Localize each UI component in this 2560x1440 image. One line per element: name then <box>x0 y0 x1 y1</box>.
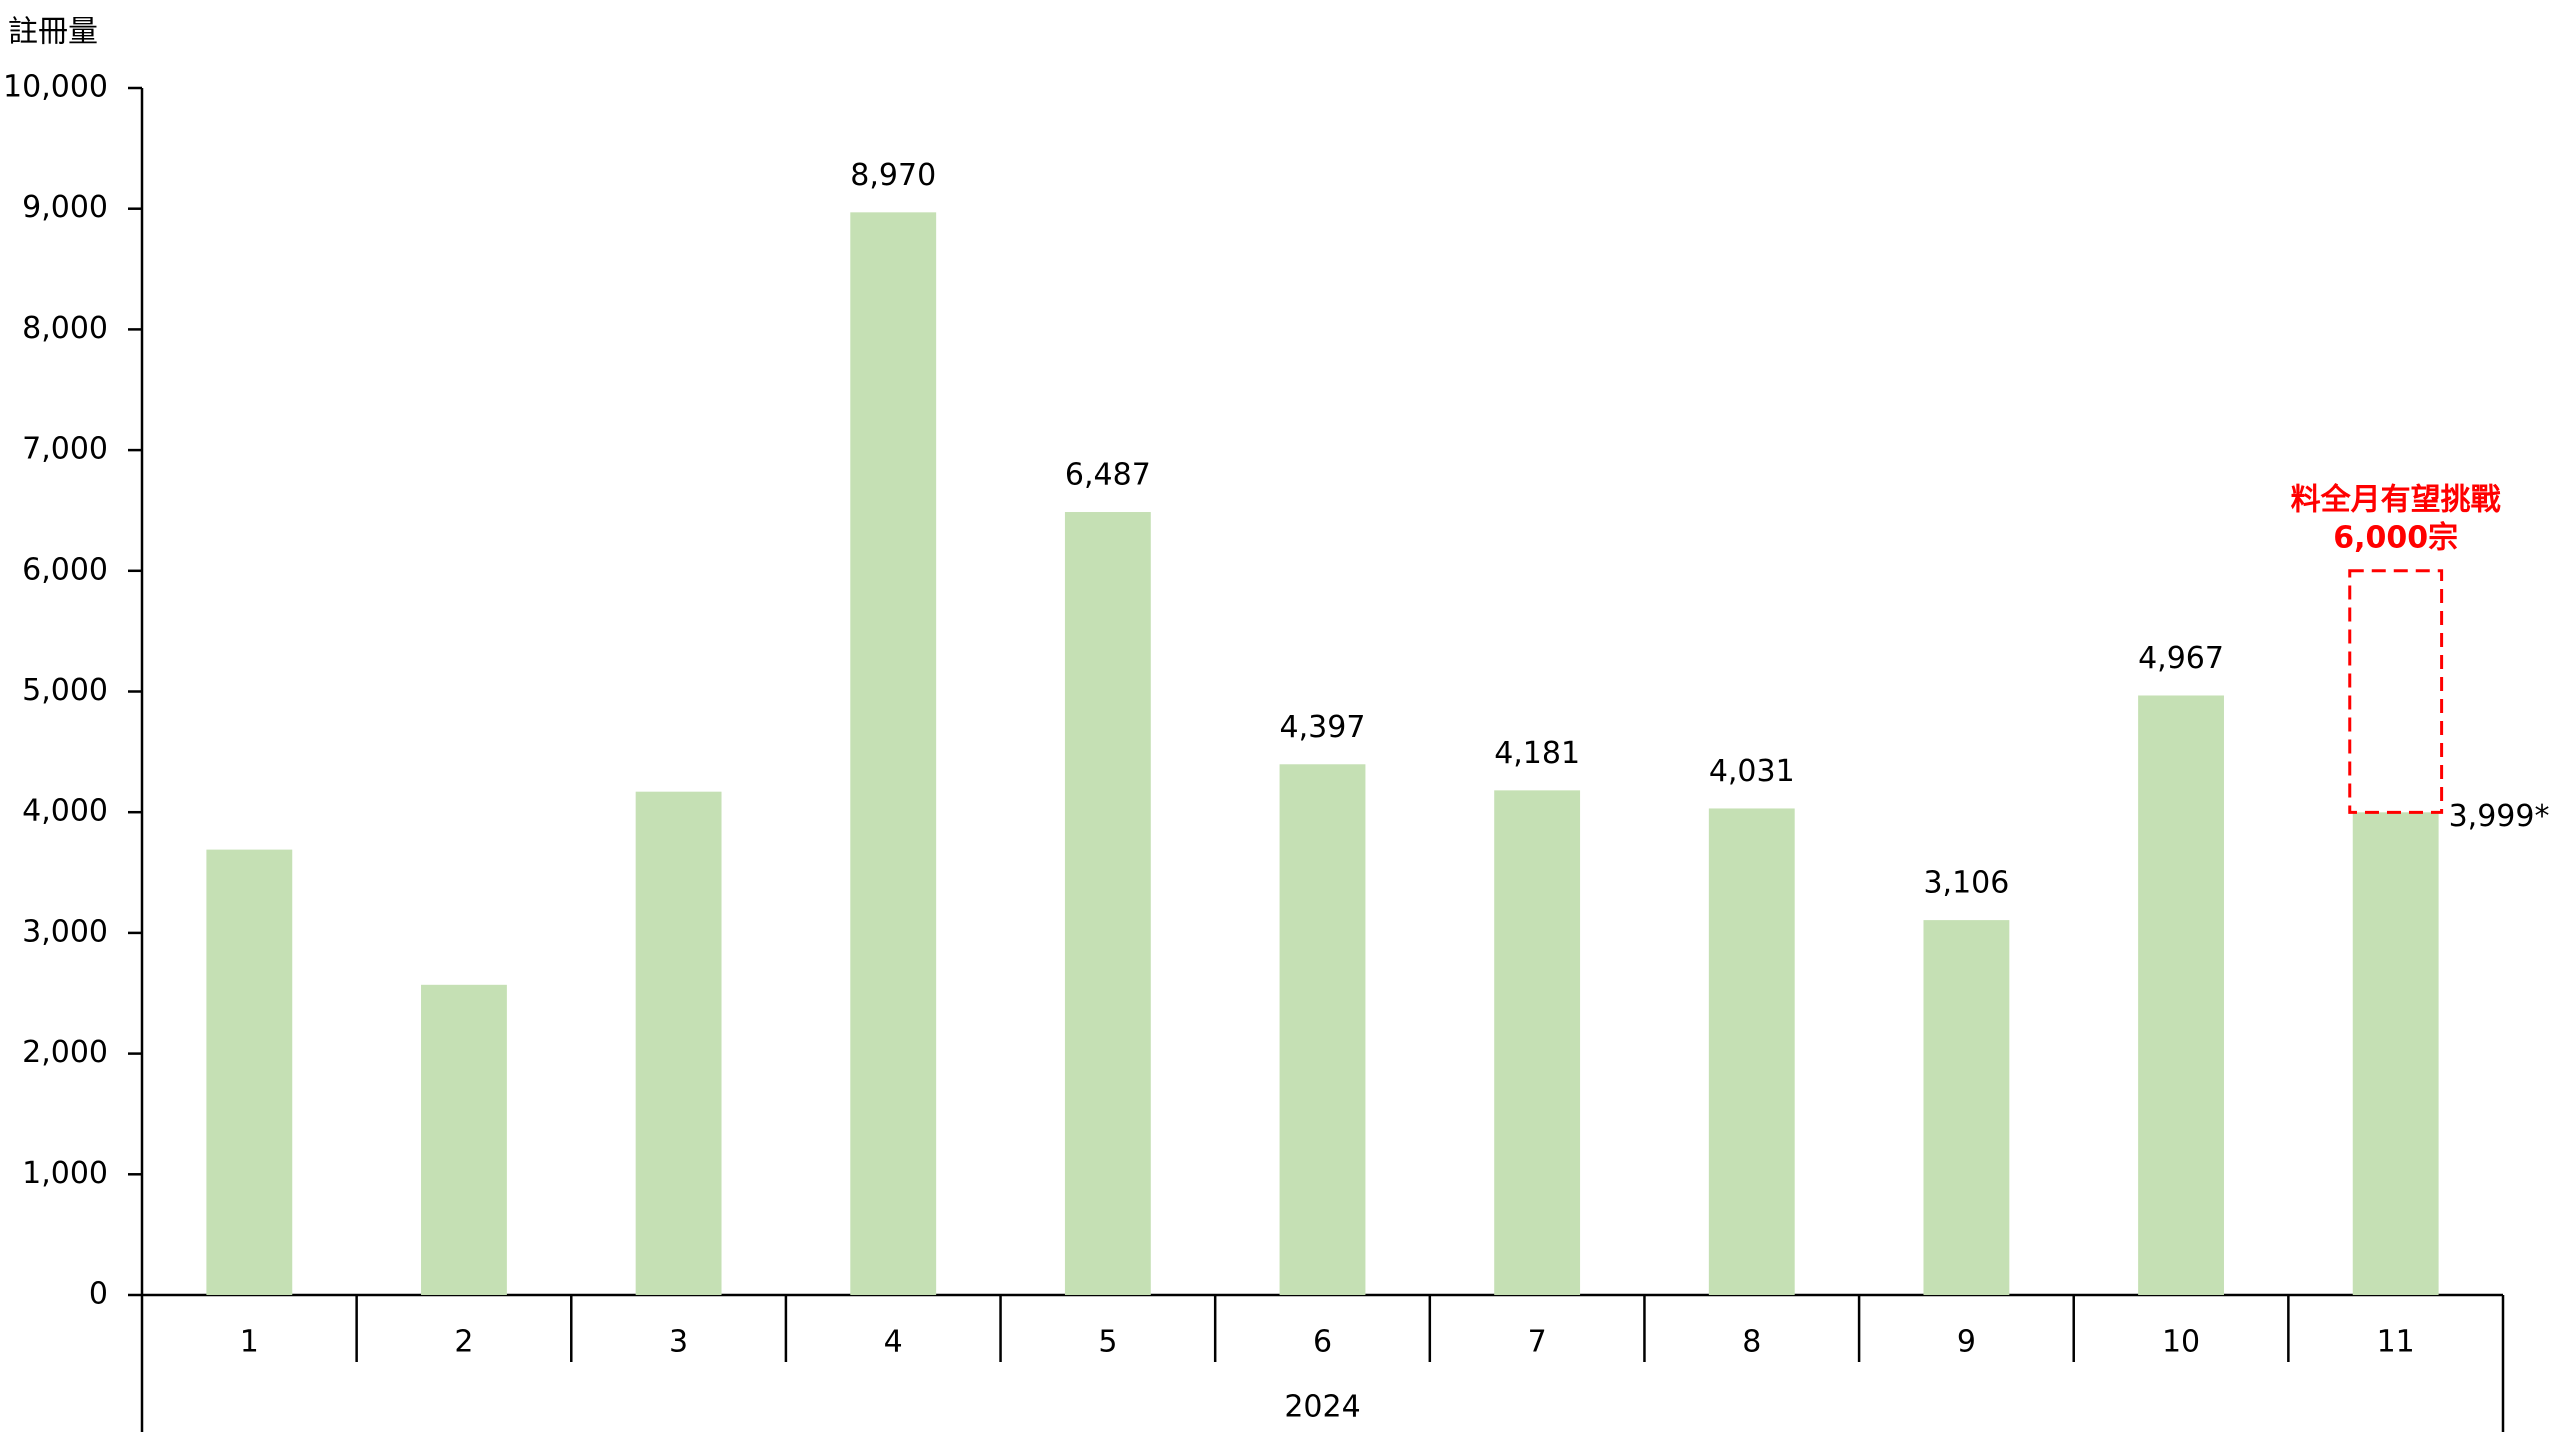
value-label: 6,487 <box>1065 458 1151 493</box>
y-tick-label: 6,000 <box>22 552 108 587</box>
y-tick-label: 9,000 <box>22 190 108 225</box>
bar <box>206 849 293 1295</box>
x-tick-label: 9 <box>1957 1325 1976 1360</box>
y-tick-label: 8,000 <box>22 311 108 346</box>
value-label: 3,106 <box>1923 866 2009 901</box>
y-tick-label: 5,000 <box>22 673 108 708</box>
target-box <box>2348 569 2444 814</box>
x-tick-label: 10 <box>2162 1325 2200 1360</box>
y-tick-label: 0 <box>89 1277 108 1312</box>
y-tick-label: 3,000 <box>22 914 108 949</box>
value-label: 4,967 <box>2138 641 2224 676</box>
bar <box>2352 812 2439 1295</box>
bar <box>421 984 507 1295</box>
x-tick-label: 8 <box>1742 1325 1761 1360</box>
value-label: 3,999* <box>2449 799 2550 834</box>
value-label: 4,397 <box>1280 710 1366 745</box>
bar <box>1494 790 1581 1295</box>
x-tick-label: 1 <box>240 1325 259 1360</box>
value-label: 4,031 <box>1709 754 1795 789</box>
bar <box>1279 764 1366 1295</box>
x-tick-label: 2 <box>454 1325 473 1360</box>
y-tick-label: 4,000 <box>22 794 108 829</box>
bar <box>2138 695 2224 1295</box>
y-tick-label: 2,000 <box>22 1035 108 1070</box>
annotation-text: 6,000宗 <box>2333 520 2458 555</box>
bar <box>1064 512 1151 1295</box>
x-tick-label: 4 <box>884 1325 903 1360</box>
value-label: 4,181 <box>1494 736 1580 771</box>
y-tick-label: 10,000 <box>3 70 108 105</box>
x-tick-label: 6 <box>1313 1325 1332 1360</box>
bar <box>850 212 937 1295</box>
y-tick-label: 7,000 <box>22 432 108 467</box>
bar <box>1708 808 1795 1295</box>
y-tick-label: 1,000 <box>22 1156 108 1191</box>
annotation-text: 料全月有望挑戰 <box>2291 482 2501 517</box>
bar <box>635 791 722 1295</box>
x-tick-label: 11 <box>2377 1325 2415 1360</box>
y-axis-title: 註冊量 <box>8 15 98 50</box>
bar <box>1923 920 2010 1295</box>
x-tick-label: 7 <box>1528 1325 1547 1360</box>
x-group-label: 2024 <box>1284 1390 1360 1425</box>
x-tick-label: 3 <box>669 1325 688 1360</box>
value-label: 8,970 <box>850 158 936 193</box>
x-tick-label: 5 <box>1098 1325 1117 1360</box>
